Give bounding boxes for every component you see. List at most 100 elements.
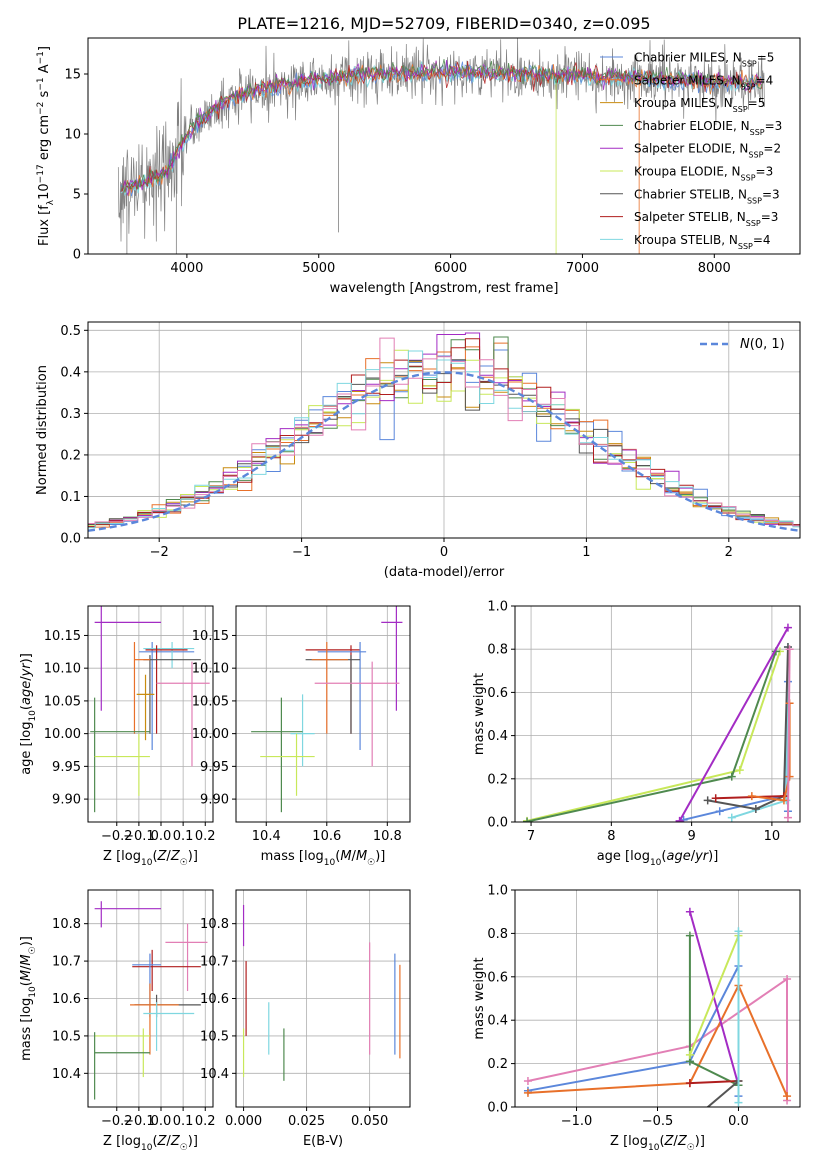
y-axis-label: mass [log10(M/M☉)]	[19, 936, 38, 1061]
y-tick-label: 10	[64, 128, 81, 143]
weight-line-salpeter_stelib	[689, 1080, 739, 1085]
weight-marker-chabrier_miles	[715, 807, 724, 816]
y-axis-label: Flux [fλ10−17 erg cm−2 s−1 A−1]	[36, 46, 56, 246]
weight-marker-pink	[523, 1076, 532, 1085]
y-tick-label: 0.8	[487, 643, 508, 658]
weight-line-kroupa_elodie	[526, 651, 781, 822]
weight-line-chabrier_miles	[527, 965, 740, 1097]
weight-line-salpeter_elodie	[688, 911, 740, 1086]
x-tick-label: 7000	[566, 261, 599, 276]
y-tick-label: 0.5	[60, 324, 81, 339]
frame-age_vs_Z: −0.2−0.10.0 0.1 0.2 9.90 9.95 10.00 10.05 10.10…	[19, 605, 216, 868]
x-tick-label: 8	[607, 829, 615, 844]
x-tick-label: 0.0	[151, 1114, 172, 1129]
weight-marker-salpeter_elodie	[783, 623, 792, 632]
spectrum-legend: Chabrier MILES, NSSP=5 Salpeter MILES, NS…	[600, 51, 782, 251]
x-axis-label: E(B-V)	[303, 1134, 343, 1149]
y-tick-label: 1.0	[487, 884, 508, 899]
y-tick-label: 9.95	[52, 760, 81, 775]
legend-entry-salpeter_miles: Salpeter MILES, NSSP=4	[634, 73, 773, 91]
y-tick-label: 0.0	[60, 532, 81, 547]
weight-marker-chabrier_elodie	[727, 772, 736, 781]
x-tick-label: −0.5	[642, 1114, 674, 1129]
weight-marker-chabrier_stelib	[751, 805, 760, 814]
y-tick-label: 0.2	[60, 448, 81, 463]
x-tick-label: 10.4	[252, 829, 281, 844]
frame-residuals: −2 −1 0 1 2 0.0 0.1 0.2 0.3 0.4 0.5 N(0, 1) (data-mo…	[35, 321, 801, 580]
y-tick-label: 1.0	[487, 600, 508, 615]
weight-marker-kroupa_elodie	[685, 1050, 694, 1059]
y-tick-label: 10.00	[44, 727, 81, 742]
x-tick-label: −0.2	[101, 1114, 133, 1129]
weight-marker-salpeter_miles	[747, 792, 756, 801]
plot-area-age_vs_mass	[251, 606, 403, 813]
axes-mass_weight_vs_age: 7 8 9 10 0.0 0.2 0.4 0.6 0.8 1.0 age [log10(age/yr…	[472, 600, 801, 868]
y-tick-label: 0.1	[60, 490, 81, 505]
y-tick-label: 0	[73, 248, 81, 263]
legend-normal-label: N(0, 1)	[740, 337, 785, 352]
y-tick-label: 0.0	[487, 816, 508, 831]
normal-curve	[88, 371, 800, 532]
frame-mass_weight_vs_Z: −1.0 −0.5 0.0 0.0 0.2 0.4 0.6 0.8 1.0 Z [log10(Z/…	[472, 884, 801, 1153]
spectrum-model-chabrier_elodie	[120, 59, 763, 193]
x-tick-label: −1	[292, 545, 311, 560]
x-tick-label: −2	[150, 545, 169, 560]
spectrum-model-salpeter_elodie	[120, 59, 763, 197]
y-axis-label: Normed distribution	[35, 365, 50, 495]
plot-area-mass_weight_vs_age	[523, 623, 794, 822]
x-tick-label: 0.050	[351, 1114, 388, 1129]
weight-marker-salpeter_stelib	[685, 1079, 694, 1088]
y-tick-label: 10.15	[192, 629, 229, 644]
legend-entry-kroupa_stelib: Kroupa STELIB, NSSP=4	[634, 233, 771, 251]
x-axis-label: Z [log10(Z/Z☉)]	[103, 849, 198, 868]
axes-frame	[514, 605, 801, 823]
weight-line-chabrier_elodie	[526, 651, 777, 822]
figure-title: PLATE=1216, MJD=52709, FIBERID=0340, z=0…	[237, 14, 650, 33]
weight-line-salpeter_elodie	[678, 627, 789, 822]
x-axis-label: (data-model)/error	[384, 565, 505, 580]
legend-entry-salpeter_stelib: Salpeter STELIB, NSSP=3	[634, 210, 778, 228]
x-tick-label: 0.1	[173, 1114, 194, 1129]
y-tick-label: 10.4	[200, 1067, 229, 1082]
weight-line-chabrier_stelib	[707, 646, 789, 811]
weight-marker-salpeter_miles	[785, 772, 794, 781]
y-tick-label: 0.6	[487, 970, 508, 985]
weight-marker-salpeter_miles	[779, 796, 788, 805]
x-tick-label: 0.1	[173, 829, 194, 844]
weight-marker-chabrier_stelib	[686, 1118, 694, 1126]
y-axis-label: mass weight	[472, 673, 487, 755]
legend-entry-chabrier_stelib: Chabrier STELIB, NSSP=3	[634, 187, 780, 205]
axes-frame	[87, 605, 214, 823]
plot-area-mass_vs_Z	[94, 901, 208, 1100]
weight-line-pink	[787, 649, 791, 818]
x-tick-label: 7	[527, 829, 535, 844]
axes-mass_weight_vs_Z: −1.0 −0.5 0.0 0.0 0.2 0.4 0.6 0.8 1.0 Z [log10(Z/…	[472, 884, 801, 1153]
y-tick-label: 10.05	[44, 694, 81, 709]
x-tick-label: −0.2	[101, 829, 133, 844]
plot-area-age_vs_Z	[90, 606, 210, 813]
y-axis-label: mass weight	[472, 957, 487, 1039]
weight-marker-chabrier_elodie	[685, 931, 694, 940]
frame-mass_vs_ebv: 0.000 0.025 0.050 10.4 10.5 10.6 10.7 10.8 E(B-V…	[200, 889, 411, 1149]
y-tick-label: 5	[73, 188, 81, 203]
plot-area-mass_vs_ebv	[242, 904, 401, 1081]
x-tick-label: 0.2	[195, 1114, 216, 1129]
y-tick-label: 9.90	[52, 793, 81, 808]
x-axis-label: Z [log10(Z/Z☉)]	[610, 1134, 705, 1153]
legend-entry-kroupa_miles: Kroupa MILES, NSSP=5	[634, 96, 765, 114]
legend-entry-salpeter_elodie: Salpeter ELODIE, NSSP=2	[634, 142, 781, 160]
axes-spectrum: 4000 5000 6000 7000 8000 0 5 10 15 wavelength [An…	[36, 37, 801, 296]
x-tick-label: 5000	[302, 261, 335, 276]
y-tick-label: 0.0	[487, 1101, 508, 1116]
weight-line-salpeter_stelib	[715, 795, 784, 800]
weight-line-chabrier_stelib	[706, 1080, 740, 1107]
histogram-salpeter_stelib	[88, 338, 800, 528]
y-tick-label: 15	[64, 68, 81, 83]
x-tick-label: 0.0	[151, 829, 172, 844]
legend-entry-chabrier_miles: Chabrier MILES, NSSP=5	[634, 51, 774, 69]
x-tick-label: 6000	[434, 261, 467, 276]
x-tick-label: 1	[582, 545, 590, 560]
y-tick-label: 9.90	[200, 793, 229, 808]
x-tick-label: −0.1	[123, 1114, 155, 1129]
weight-line-kroupa_elodie	[688, 935, 740, 1056]
